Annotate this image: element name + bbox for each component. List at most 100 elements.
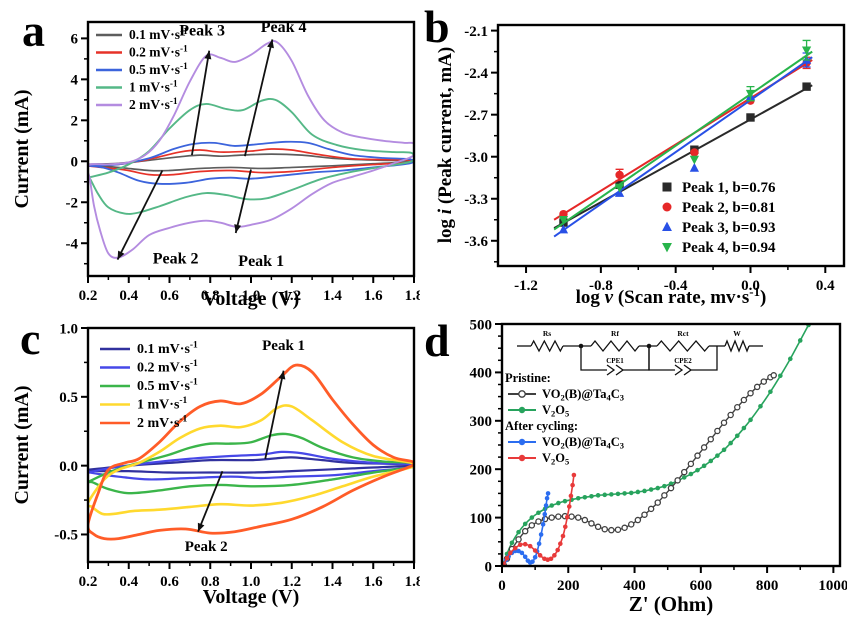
panel-a-svg: 0.2 0.4 0.6 0.8 1.0 1.2 1.4 1.6 1.8 -4 -2 0 2 4 6 Volta… <box>11 19 423 310</box>
svg-text:200: 200 <box>470 462 493 478</box>
svg-text:0.1 mV·s-1: 0.1 mV·s-1 <box>137 341 198 357</box>
series <box>87 456 415 474</box>
series <box>501 472 577 567</box>
svg-text:1.6: 1.6 <box>364 288 383 304</box>
series <box>501 372 777 567</box>
axes: 0.2 0.4 0.6 0.8 1.0 1.2 1.4 1.6 1.8 -4 -2 0 2 4 6 <box>66 20 423 304</box>
svg-text:1 mV·s-1: 1 mV·s-1 <box>137 396 188 412</box>
svg-text:-0.8: -0.8 <box>589 278 613 294</box>
axes: 0 200 400 600 800 1000 0 100 200 300 400 500 <box>470 317 847 594</box>
svg-text:Rs: Rs <box>543 329 551 338</box>
svg-text:4: 4 <box>71 73 79 89</box>
series <box>87 140 415 185</box>
svg-text:-1.2: -1.2 <box>514 278 538 294</box>
x-axis-label: log v (Scan rate, mv·s-1) <box>576 284 767 308</box>
svg-text:Peak 3: Peak 3 <box>179 22 225 39</box>
svg-text:1.0: 1.0 <box>59 321 78 337</box>
y-axis-label: log i (Peak current, mA) <box>435 47 456 243</box>
svg-text:0.6: 0.6 <box>160 288 179 304</box>
svg-text:0.2 mV·s-1: 0.2 mV·s-1 <box>129 43 188 59</box>
svg-text:0.4: 0.4 <box>816 278 835 294</box>
annotation: Peak 3 <box>179 22 225 156</box>
svg-text:0.0: 0.0 <box>741 278 760 294</box>
axes: 0.2 0.4 0.6 0.8 1.0 1.2 1.4 1.6 1.8 -0.5 0.0 0.5 1.0 <box>54 321 423 590</box>
legend: Peak 1, b=0.76 Peak 2, b=0.81 Peak 3, b=0.… <box>662 180 776 256</box>
svg-text:-2.1: -2.1 <box>464 24 488 40</box>
svg-text:1.8: 1.8 <box>405 574 420 590</box>
svg-text:1.2: 1.2 <box>282 288 301 304</box>
panel-d-svg: 0 200 400 600 800 1000 0 100 200 300 400 500 Z' (Ohm… <box>470 317 847 616</box>
svg-text:V2O5: V2O5 <box>542 451 569 466</box>
svg-text:-3.0: -3.0 <box>464 150 488 166</box>
svg-text:-2.4: -2.4 <box>464 66 488 82</box>
series-layer <box>87 363 415 541</box>
panel-c-svg: 0.2 0.4 0.6 0.8 1.0 1.2 1.4 1.6 1.8 -0.5 0.0 0.5 1.0… <box>11 321 423 608</box>
x-axis-label: Voltage (V) <box>203 288 299 310</box>
svg-text:0: 0 <box>71 155 79 171</box>
svg-text:-3.6: -3.6 <box>464 234 488 250</box>
annotation: Peak 1 <box>262 338 305 459</box>
svg-text:0.4: 0.4 <box>119 288 138 304</box>
svg-text:6: 6 <box>71 32 79 48</box>
svg-text:VO2(B)@Ta4C3: VO2(B)@Ta4C3 <box>542 387 624 402</box>
svg-text:0.0: 0.0 <box>59 459 78 475</box>
panel-b-svg: -1.2 -0.8 -0.4 0.0 0.4 -2.1 -2.4 -2.7 -3.0 -3.3 -3… <box>435 23 846 308</box>
svg-text:CPE2: CPE2 <box>674 357 692 365</box>
svg-text:1.0: 1.0 <box>242 288 261 304</box>
svg-text:400: 400 <box>470 366 493 382</box>
svg-text:1.8: 1.8 <box>405 288 420 304</box>
svg-text:-3.3: -3.3 <box>464 192 488 208</box>
series <box>87 404 415 516</box>
svg-text:1.4: 1.4 <box>323 288 342 304</box>
svg-text:Peak 1: Peak 1 <box>238 253 284 270</box>
svg-text:0.5 mV·s-1: 0.5 mV·s-1 <box>137 378 198 394</box>
series <box>553 39 813 231</box>
legend: 0.1 mV·s-1 0.2 mV·s-1 0.5 mV·s-1 1 mV·s-1 2 … <box>100 341 198 431</box>
svg-text:0.5 mV·s-1: 0.5 mV·s-1 <box>129 61 188 77</box>
annotation: Peak 2 <box>116 170 199 268</box>
series-layer <box>553 39 813 238</box>
svg-text:0.8: 0.8 <box>201 288 220 304</box>
panel-b-bvalue-chart: -1.2 -0.8 -0.4 0.0 0.4 -2.1 -2.4 -2.7 -3.0 -3.3 -3… <box>420 0 847 310</box>
annotation: Peak 4 <box>244 19 306 157</box>
svg-text:Peak 4, b=0.94: Peak 4, b=0.94 <box>682 240 776 256</box>
svg-text:0.6: 0.6 <box>160 574 179 590</box>
svg-text:Peak 2: Peak 2 <box>185 539 228 555</box>
svg-text:Peak 2: Peak 2 <box>153 251 199 268</box>
svg-text:0.2 mV·s-1: 0.2 mV·s-1 <box>137 359 198 375</box>
svg-text:0: 0 <box>485 559 493 575</box>
panel-d-nyquist-chart: 0 200 400 600 800 1000 0 100 200 300 400 500 Z' (Ohm… <box>420 310 847 631</box>
svg-text:W: W <box>733 329 741 338</box>
panel-c-cv-chart: 0.2 0.4 0.6 0.8 1.0 1.2 1.4 1.6 1.8 -0.5 0.0 0.5 1.0… <box>0 310 423 631</box>
series <box>87 148 415 176</box>
svg-text:Peak 1: Peak 1 <box>262 338 305 354</box>
svg-text:After cycling:: After cycling: <box>505 419 578 433</box>
panel-d-letter: d <box>424 315 450 366</box>
svg-text:0.8: 0.8 <box>201 574 220 590</box>
svg-text:100: 100 <box>470 511 493 527</box>
y-axis-label: Current (mA) <box>11 385 33 504</box>
svg-text:1000: 1000 <box>818 578 847 594</box>
annotation: Peak 1 <box>234 169 284 270</box>
svg-text:Peak 2, b=0.81: Peak 2, b=0.81 <box>682 200 776 216</box>
svg-text:600: 600 <box>690 578 713 594</box>
svg-text:800: 800 <box>756 578 779 594</box>
svg-text:-0.5: -0.5 <box>54 528 78 544</box>
svg-text:Rf: Rf <box>611 329 619 338</box>
svg-text:0.2: 0.2 <box>79 288 98 304</box>
svg-text:2 mV·s-1: 2 mV·s-1 <box>137 415 188 431</box>
svg-text:1.6: 1.6 <box>364 574 383 590</box>
svg-text:Peak 1, b=0.76: Peak 1, b=0.76 <box>682 180 776 196</box>
legend: 0.1 mV·s-10.2 mV·s-10.5 mV·s-11 mV·s-12 … <box>96 26 188 112</box>
series <box>87 432 415 495</box>
svg-text:0.5: 0.5 <box>59 390 78 406</box>
x-axis-label: Z' (Ohm) <box>629 592 714 616</box>
svg-text:300: 300 <box>470 414 493 430</box>
y-axis-label: Current (mA) <box>11 89 33 208</box>
svg-text:0: 0 <box>498 578 506 594</box>
svg-text:VO2(B)@Ta4C3: VO2(B)@Ta4C3 <box>542 435 624 450</box>
panel-b-letter: b <box>424 1 450 52</box>
panel-c-letter: c <box>20 313 41 364</box>
